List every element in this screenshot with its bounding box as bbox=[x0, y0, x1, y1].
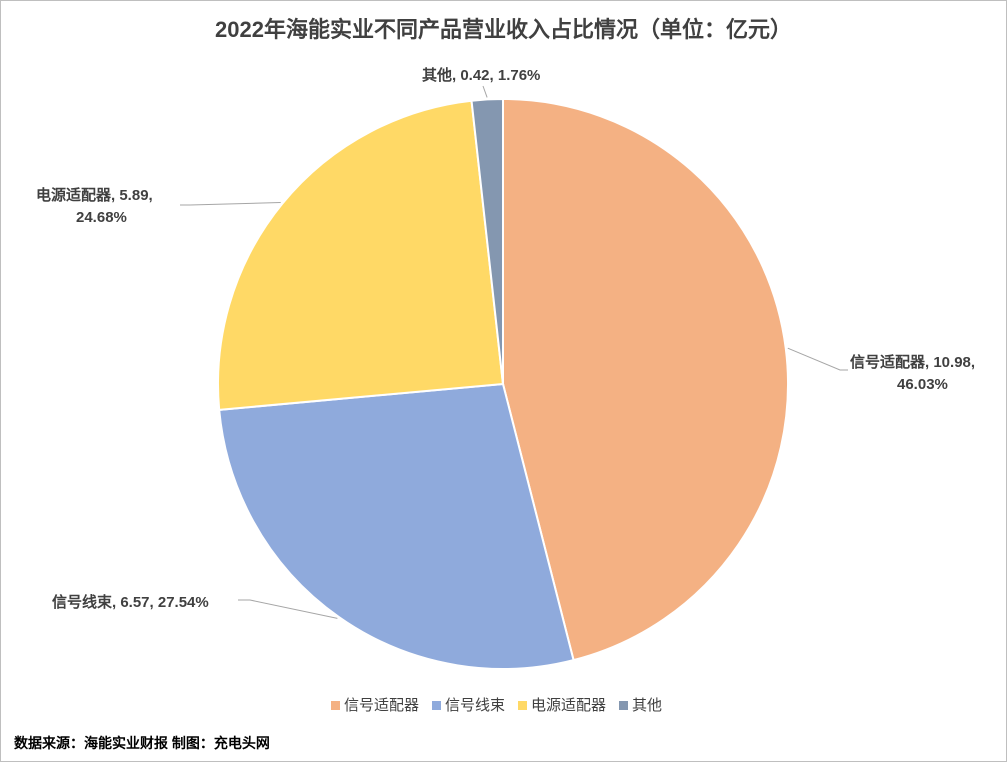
legend-label-0: 信号适配器 bbox=[344, 697, 419, 714]
leader-line-2 bbox=[180, 202, 281, 206]
legend-swatch-0 bbox=[331, 701, 340, 710]
source-note: 数据来源：海能实业财报 制图：充电头网 bbox=[14, 735, 270, 751]
data-label-1-line-0: 信号线束, 6.57, 27.54% bbox=[52, 593, 209, 611]
leader-line-0 bbox=[787, 347, 848, 371]
data-label-0-line-1: 46.03% bbox=[897, 376, 948, 393]
legend-swatch-3 bbox=[619, 701, 628, 710]
data-label-0-line-0: 信号适配器, 10.98, bbox=[850, 353, 975, 371]
leader-line-1 bbox=[238, 599, 338, 619]
data-label-2-line-1: 24.68% bbox=[76, 209, 127, 226]
legend-label-2: 电源适配器 bbox=[531, 697, 606, 714]
legend-swatch-2 bbox=[518, 701, 527, 710]
legend-label-3: 其他 bbox=[632, 697, 662, 714]
legend-swatch-1 bbox=[432, 701, 441, 710]
pie-slice-1 bbox=[218, 382, 575, 670]
data-label-2-line-0: 电源适配器, 5.89, bbox=[36, 186, 153, 204]
chart-title: 2022年海能实业不同产品营业收入占比情况（单位：亿元） bbox=[215, 17, 792, 42]
pie-slice-3 bbox=[470, 97, 504, 385]
pie-slice-2 bbox=[217, 99, 505, 411]
legend-label-1: 信号线束 bbox=[445, 697, 505, 714]
data-label-3-line-0: 其他, 0.42, 1.76% bbox=[422, 66, 540, 84]
pie-slice-0 bbox=[502, 97, 790, 662]
leader-line-3 bbox=[482, 85, 488, 98]
